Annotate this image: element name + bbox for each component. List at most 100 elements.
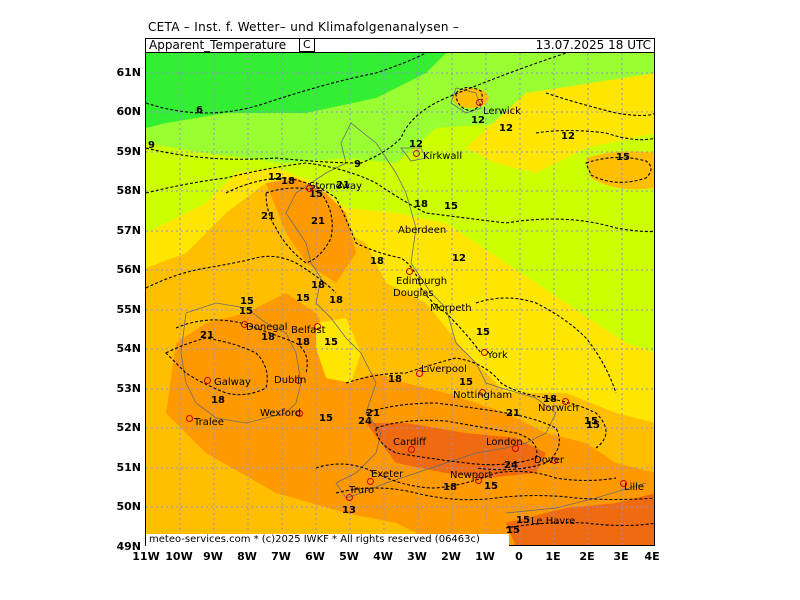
field-bright-green — [146, 53, 446, 128]
city-marker — [416, 370, 423, 377]
contour-label: 6 — [196, 105, 203, 116]
contour-label: 15 — [506, 525, 520, 536]
city-label-liverpool: Liverpool — [421, 364, 467, 375]
contour-label: 18 — [281, 176, 295, 187]
contour-label: 18 — [296, 337, 310, 348]
contour-9 — [146, 53, 567, 164]
city-label-london: London — [486, 437, 523, 448]
lon-label: 4W — [373, 550, 393, 563]
city-marker — [562, 398, 569, 405]
city-marker — [476, 99, 483, 106]
city-marker — [295, 377, 302, 384]
city-marker — [314, 323, 321, 330]
contour-label: 18 — [261, 332, 275, 343]
contour-21-ire — [165, 337, 268, 396]
lon-label: 6W — [305, 550, 325, 563]
city-marker — [296, 410, 303, 417]
contour-label: 15 — [476, 327, 490, 338]
contour-18-eng — [345, 357, 607, 449]
contour-lines — [146, 53, 654, 529]
contour-label: 15 — [319, 413, 333, 424]
lat-label: 54N — [116, 342, 141, 355]
city-marker — [620, 480, 627, 487]
city-label-york: York — [487, 350, 508, 361]
contour-label: 21 — [506, 408, 520, 419]
lon-label: 0 — [515, 550, 523, 563]
contour-label: 18 — [370, 256, 384, 267]
city-label-wexford: Wexford — [260, 408, 302, 419]
map-canvas — [146, 53, 654, 545]
city-marker — [512, 445, 519, 452]
contour-label: 15 — [459, 377, 473, 388]
city-marker — [204, 377, 211, 384]
contour-label: 18 — [443, 482, 457, 493]
lon-label: 1E — [545, 550, 561, 563]
contour-15-ne — [585, 156, 652, 183]
contour-label: 15 — [240, 296, 254, 307]
contour-6 — [146, 53, 427, 114]
copyright-footer: meteo-services.com * (c)2025 IWKF * All … — [146, 534, 509, 546]
city-label-norwich: Norwich — [538, 403, 579, 414]
contour-18-scot — [225, 177, 482, 354]
contour-12-east — [535, 129, 654, 141]
lat-label: 61N — [116, 66, 141, 79]
contour-label: 9 — [148, 140, 155, 151]
contour-label: 13 — [342, 505, 356, 516]
contour-15-east — [475, 297, 617, 394]
city-marker — [186, 415, 193, 422]
contour-24-eng — [375, 419, 538, 466]
lon-label: 1W — [475, 550, 495, 563]
city-label-exeter: Exeter — [371, 469, 404, 480]
map-panel: 6 9 9 12 12 12 12 15 12 18 15 21 15 18 1… — [145, 52, 655, 546]
lon-label: 2W — [441, 550, 461, 563]
field-yellow-ne — [466, 73, 654, 173]
city-label-morpeth: Morpeth — [430, 303, 472, 314]
contour-label: 12 — [452, 253, 466, 264]
chart-header-title: CETA – Inst. f. Wetter– und Klimafolgena… — [148, 20, 460, 34]
valid-time: 13.07.2025 18 UTC — [535, 38, 651, 52]
contour-18-ire — [175, 319, 308, 374]
coastlines — [180, 87, 647, 514]
city-label-truro: Truro — [349, 485, 375, 496]
city-label-galway: Galway — [214, 377, 251, 388]
city-label-kirkwall: Kirkwall — [423, 151, 463, 162]
lat-label: 52N — [116, 421, 141, 434]
lon-label: 3E — [613, 550, 629, 563]
contour-label: 15 — [584, 416, 598, 427]
contour-label: 18 — [311, 280, 325, 291]
city-marker — [241, 321, 248, 328]
city-marker — [306, 185, 313, 192]
field-deep-orange — [366, 423, 546, 478]
city-label-dublin: Dublin — [274, 375, 307, 386]
contour-label: 15 — [484, 481, 498, 492]
city-marker — [551, 457, 558, 464]
city-marker — [413, 150, 420, 157]
contour-label: 15 — [516, 515, 530, 526]
contour-label: 15 — [616, 152, 630, 163]
lat-label: 55N — [116, 303, 141, 316]
lon-label: 4E — [644, 550, 660, 563]
contour-15-west — [146, 255, 337, 294]
contour-21-eng — [365, 402, 560, 471]
contour-label: 9 — [354, 159, 361, 170]
city-label-le-havre: Le Havre — [531, 516, 576, 527]
lon-label: 2E — [579, 550, 595, 563]
contour-label: 21 — [336, 180, 350, 191]
city-marker — [481, 349, 488, 356]
city-marker — [406, 268, 413, 275]
parameter-label: Apparent_Temperature — [149, 38, 287, 52]
city-marker — [346, 494, 353, 501]
city-label-aberdeen: Aberdeen — [398, 225, 447, 236]
lat-label: 49N — [116, 540, 141, 553]
field-orange-shetland — [453, 88, 489, 108]
field-gold-ne — [586, 151, 654, 190]
city-label-stornoway: Stornoway — [309, 181, 363, 192]
contour-label: 18 — [543, 394, 557, 405]
unit-badge: C — [299, 38, 315, 52]
lon-label: 7W — [271, 550, 291, 563]
lon-label: 10W — [165, 550, 193, 563]
city-label-edinburgh: Edinburgh — [396, 276, 448, 287]
contour-label: 15 — [309, 189, 323, 200]
city-label-dover: Dover — [534, 455, 564, 466]
lat-label: 60N — [116, 105, 141, 118]
